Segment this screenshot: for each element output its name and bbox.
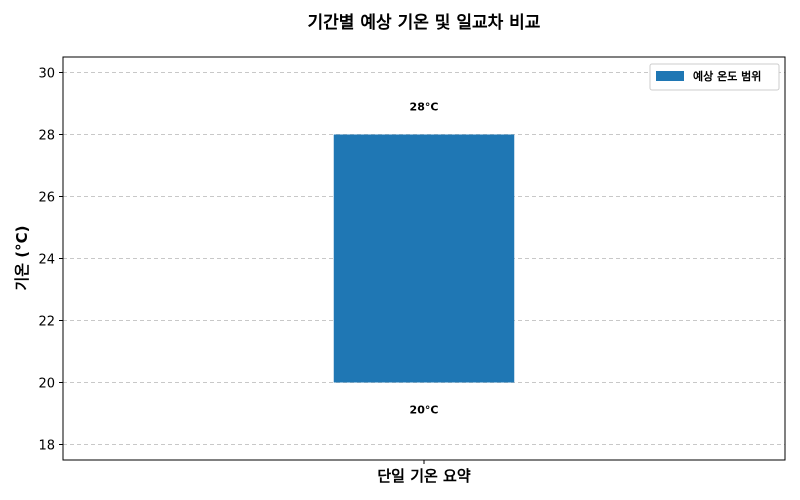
y-tick-label: 30 [38,67,55,82]
y-axis-title: 기온 (°C) [13,225,31,290]
legend-label: 예상 온도 범위 [693,69,761,83]
y-tick-label: 24 [38,253,55,268]
legend: 예상 온도 범위 [649,63,780,91]
data-label-high: 28°C [410,101,439,114]
bars [333,134,515,383]
legend-frame [649,63,780,91]
y-tick-label: 18 [38,439,55,454]
y-axis-ticks: 18 20 22 24 26 28 30 [38,67,63,454]
legend-swatch [656,71,684,81]
y-tick-label: 26 [38,191,55,206]
range-bar [333,134,515,383]
x-axis-ticks: 단일 기온 요약 [377,460,471,485]
x-tick-label: 단일 기온 요약 [377,467,470,485]
y-tick-label: 28 [38,129,55,144]
y-tick-label: 20 [38,377,55,392]
data-label-low: 20°C [410,404,439,417]
chart-title: 기간별 예상 기온 및 일교차 비교 [308,13,541,33]
y-tick-label: 22 [38,315,55,330]
